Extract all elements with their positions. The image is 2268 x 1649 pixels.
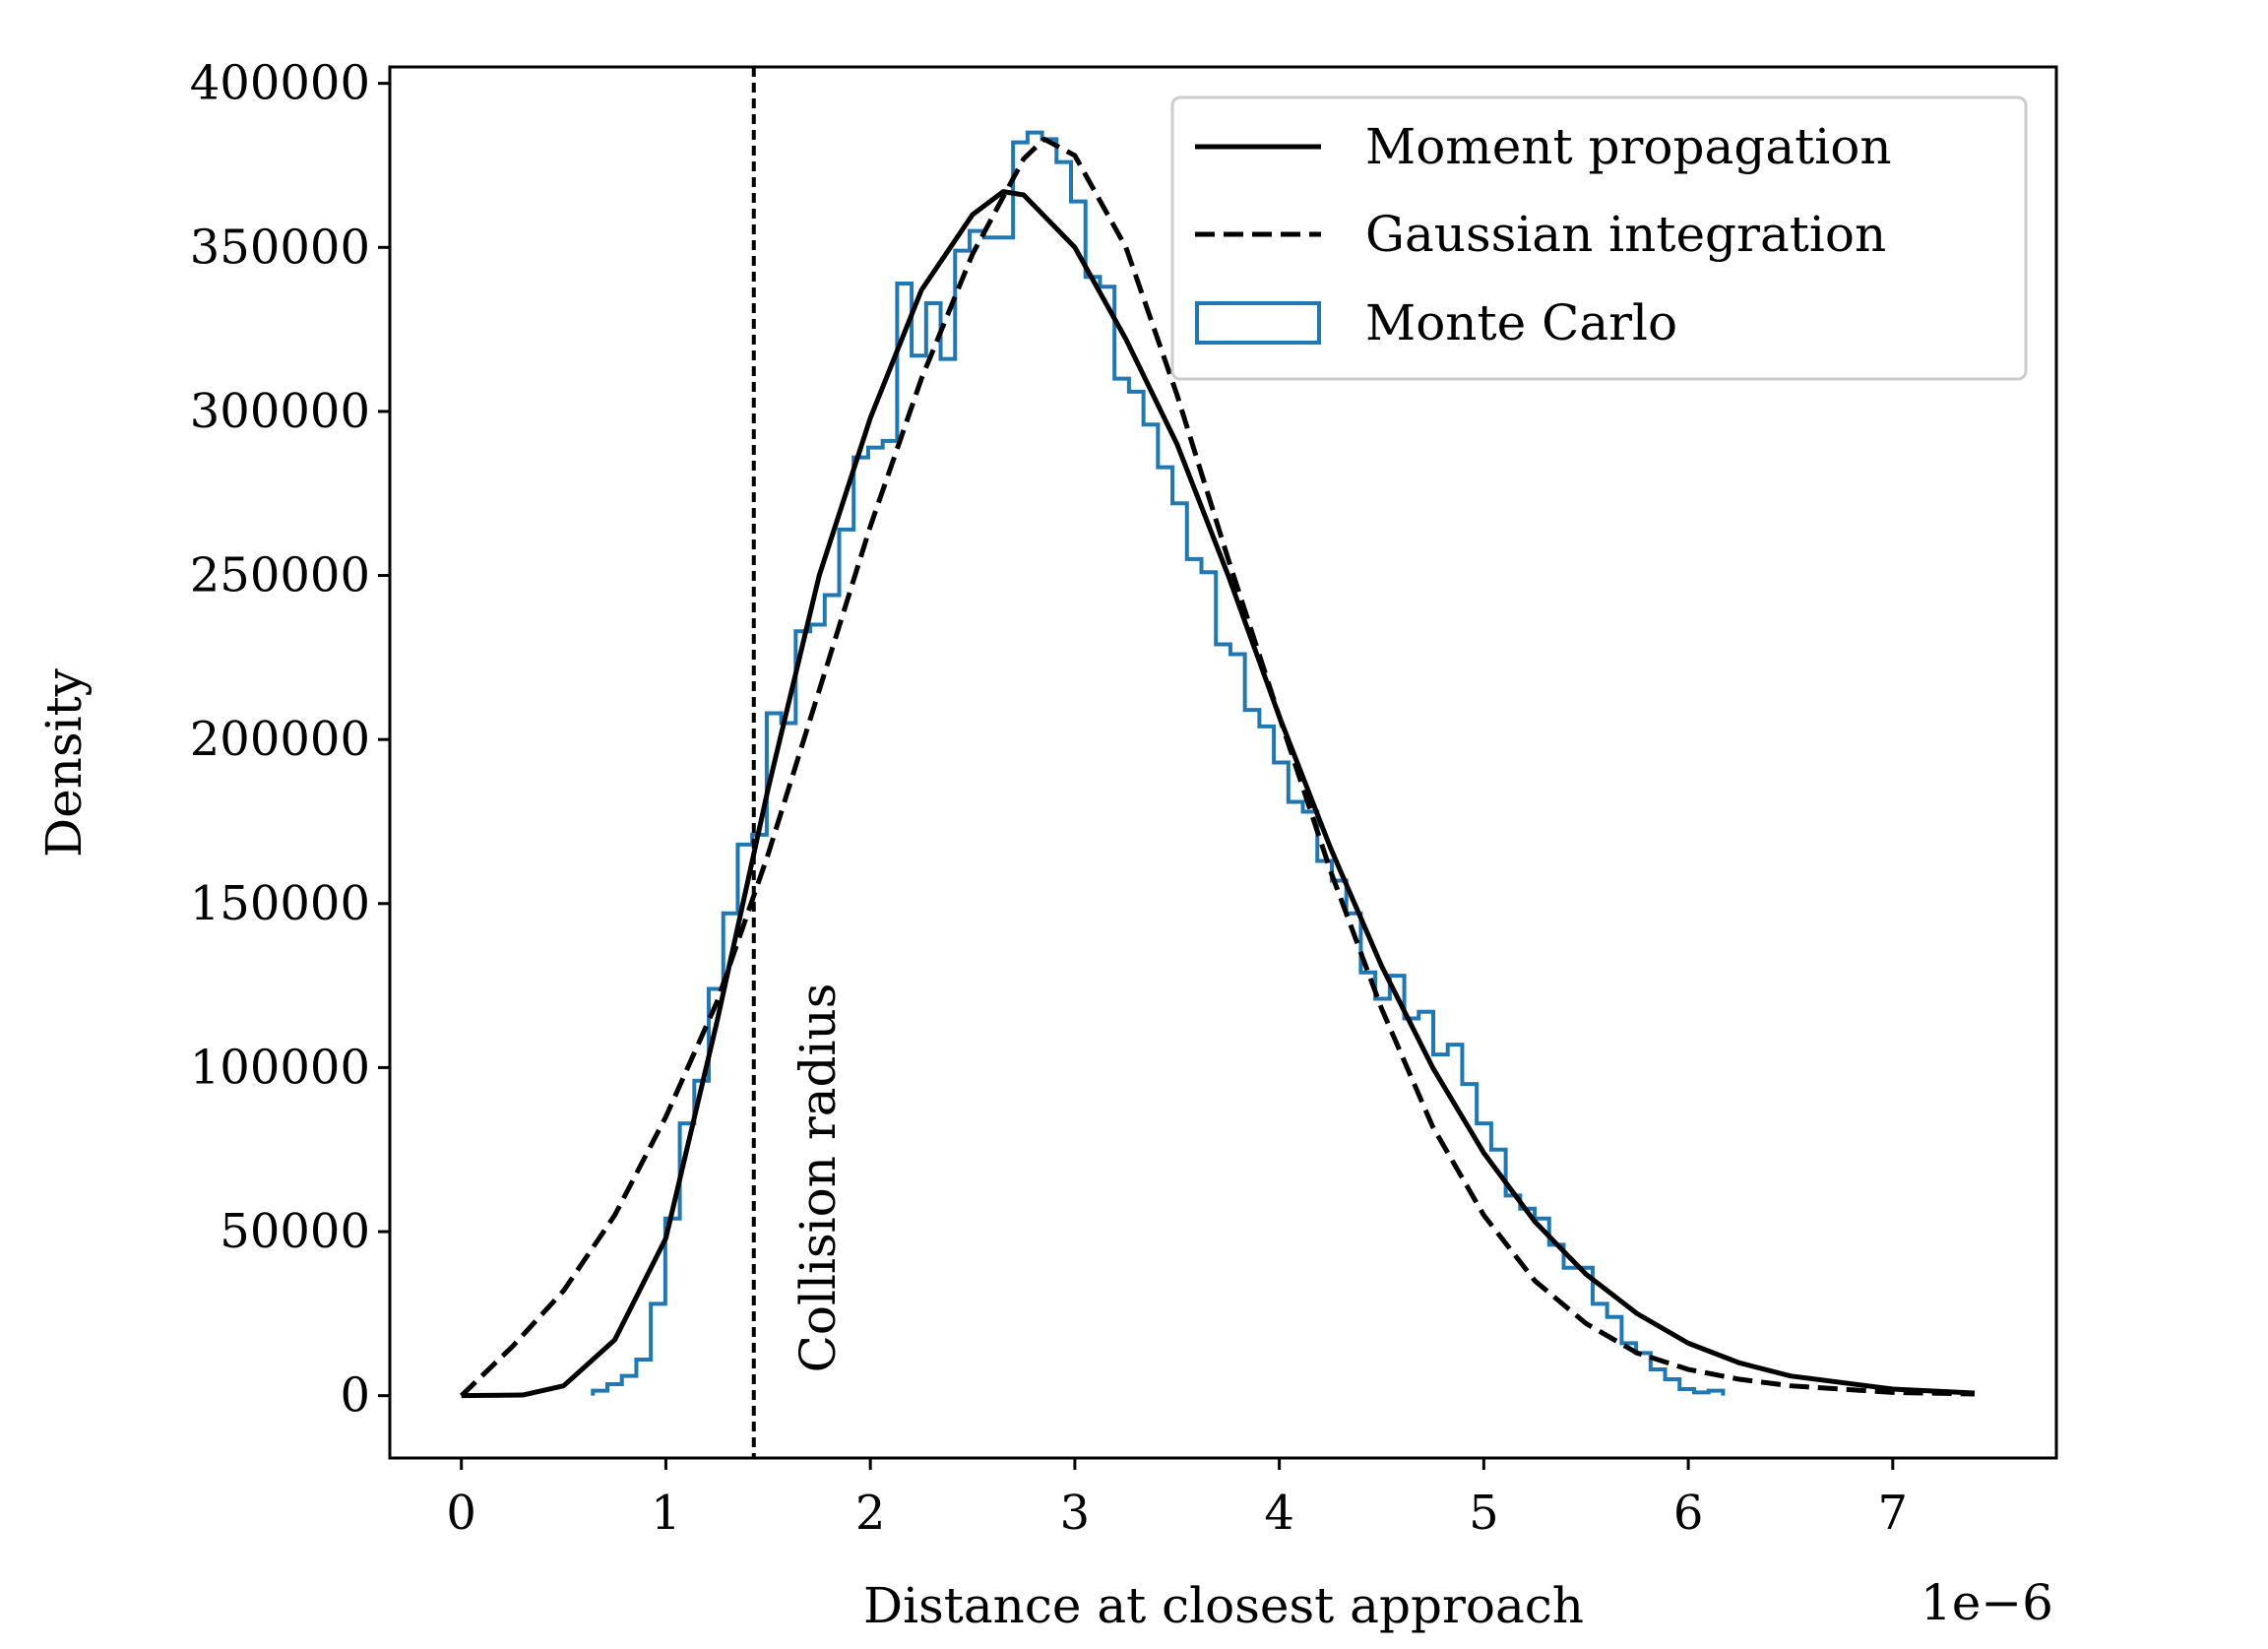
x-tick-label: 7	[1878, 1486, 1909, 1541]
x-tick-label: 1	[651, 1486, 681, 1541]
y-tick-label: 0	[340, 1368, 370, 1424]
axes-frame	[388, 65, 2058, 1460]
legend-label-gaussian: Gaussian integration	[1365, 206, 1886, 263]
legend: Moment propagation Gaussian integration …	[1170, 95, 2028, 381]
legend-label-monte-carlo: Monte Carlo	[1365, 294, 1677, 351]
y-tick-label: 300000	[190, 384, 370, 439]
plot-area	[459, 67, 1976, 1458]
x-tick-label: 3	[1060, 1486, 1091, 1541]
monte-carlo-histogram	[591, 130, 1726, 1396]
y-tick-label: 250000	[190, 548, 370, 603]
y-tick-label: 150000	[190, 876, 370, 931]
x-axis: 0 1 2 3 4 5 6 7	[446, 1458, 1908, 1541]
x-axis-label: Distance at closest approach	[863, 1577, 1584, 1634]
x-offset-label: 1e−6	[1921, 1574, 2053, 1631]
moment-propagation-line	[461, 189, 1976, 1399]
y-tick-label: 350000	[190, 220, 370, 275]
y-tick-label: 100000	[190, 1040, 370, 1095]
x-tick-label: 5	[1469, 1486, 1499, 1541]
x-tick-label: 2	[855, 1486, 886, 1541]
x-tick-label: 0	[446, 1486, 476, 1541]
legend-label-moment: Moment propagation	[1365, 118, 1892, 175]
y-axis-label: Density	[35, 667, 93, 857]
x-tick-label: 6	[1673, 1486, 1704, 1541]
legend-box	[1170, 95, 2028, 381]
y-tick-label: 50000	[220, 1204, 370, 1259]
collision-radius-label: Collision radius	[789, 983, 847, 1373]
y-tick-label: 400000	[190, 56, 370, 111]
x-tick-label: 4	[1264, 1486, 1294, 1541]
y-tick-label: 200000	[190, 712, 370, 767]
legend-swatch-monte-carlo	[1195, 301, 1321, 345]
y-axis: 0 50000 100000 150000 200000 250000 300000 3500…	[190, 56, 390, 1424]
